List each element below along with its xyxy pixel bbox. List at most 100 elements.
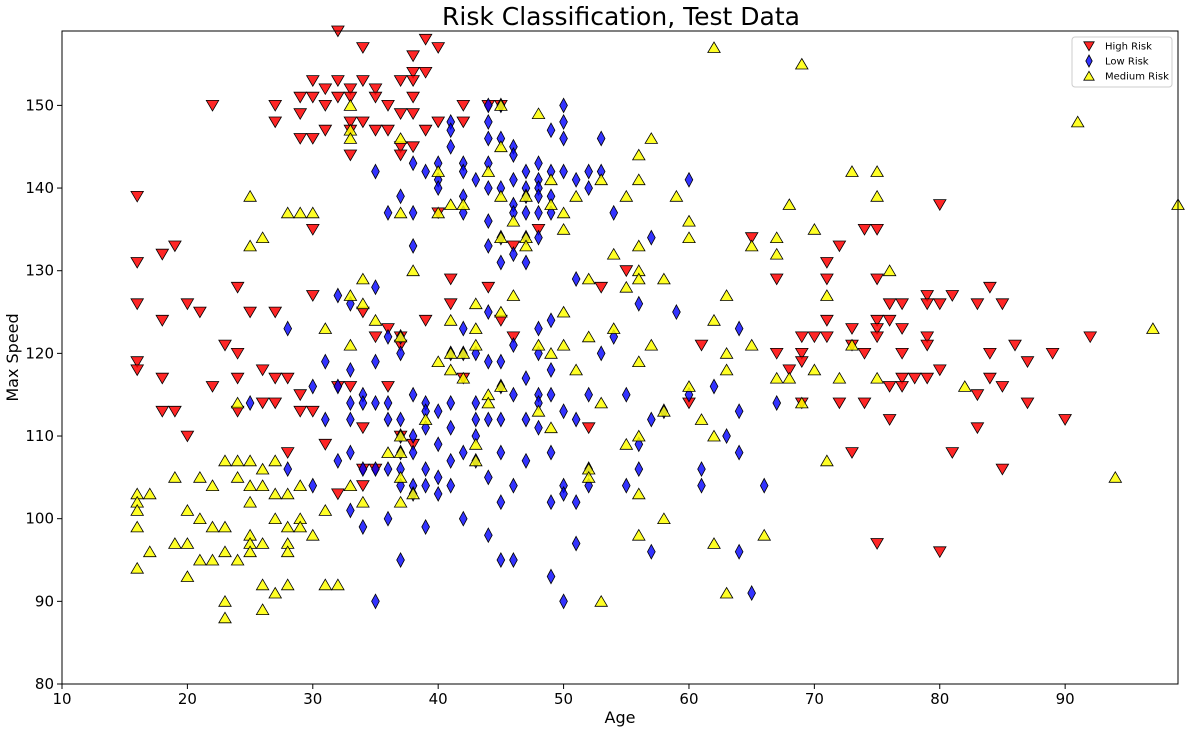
- data-point: [772, 394, 782, 411]
- data-point: [383, 328, 393, 345]
- data-point: [519, 239, 533, 252]
- data-point: [496, 444, 506, 461]
- x-axis-ticks: 10 20 30 40 50 60 70 80 90: [52, 684, 1075, 708]
- data-point: [995, 381, 1010, 393]
- x-tick-label: 30: [303, 690, 322, 708]
- data-point: [1145, 322, 1160, 334]
- data-point: [230, 471, 245, 483]
- data-point: [443, 313, 458, 326]
- data-point: [433, 485, 443, 502]
- data-point: [396, 411, 405, 428]
- data-point: [619, 189, 634, 202]
- data-point: [218, 545, 232, 558]
- data-point: [471, 171, 481, 188]
- data-point: [782, 198, 797, 210]
- data-point: [506, 331, 521, 344]
- data-point: [845, 447, 859, 459]
- data-point: [381, 323, 395, 335]
- data-point: [895, 381, 910, 393]
- data-point: [707, 537, 721, 549]
- data-point: [255, 231, 270, 244]
- data-point: [920, 298, 935, 311]
- data-point: [155, 248, 170, 261]
- data-point: [546, 444, 556, 461]
- data-point: [581, 272, 596, 285]
- data-point: [519, 189, 533, 202]
- data-point: [393, 495, 408, 508]
- data-point: [870, 538, 884, 550]
- data-point: [484, 180, 493, 197]
- data-point: [280, 545, 295, 558]
- data-point: [569, 363, 583, 376]
- data-point: [581, 330, 596, 343]
- data-point: [305, 528, 320, 541]
- data-point: [421, 461, 430, 478]
- data-point: [346, 502, 355, 519]
- data-point: [820, 273, 834, 286]
- data-point: [596, 130, 606, 147]
- data-point: [456, 100, 471, 112]
- x-axis-label: Age: [605, 708, 636, 727]
- data-point: [619, 280, 634, 293]
- data-point: [255, 578, 270, 591]
- data-point: [794, 356, 809, 368]
- y-tick-label: 110: [25, 427, 54, 445]
- data-point: [355, 272, 370, 285]
- data-point: [496, 494, 506, 511]
- data-point: [769, 231, 784, 244]
- data-point: [647, 411, 656, 428]
- data-point: [807, 363, 822, 376]
- data-point: [318, 83, 333, 96]
- data-point: [594, 595, 609, 607]
- data-point: [280, 372, 295, 385]
- data-point: [356, 75, 370, 87]
- data-point: [268, 454, 283, 467]
- data-point: [358, 461, 368, 478]
- data-point: [546, 312, 556, 329]
- data-point: [870, 371, 885, 384]
- data-point: [882, 314, 897, 327]
- data-point: [255, 479, 270, 492]
- data-point: [180, 537, 195, 549]
- data-point: [305, 405, 320, 418]
- data-point: [1020, 356, 1035, 368]
- data-point: [559, 403, 568, 420]
- data-point: [446, 122, 456, 139]
- data-point: [393, 206, 408, 219]
- data-point: [421, 163, 430, 180]
- data-point: [418, 314, 433, 327]
- data-point: [255, 397, 270, 410]
- data-point: [431, 42, 446, 54]
- data-point: [355, 42, 370, 54]
- data-point: [484, 113, 493, 130]
- data-point: [321, 411, 330, 428]
- data-point: [456, 347, 471, 359]
- data-point: [559, 113, 568, 130]
- data-point: [243, 189, 257, 202]
- data-point: [408, 237, 418, 254]
- data-point: [408, 386, 418, 403]
- data-point: [945, 290, 960, 302]
- data-point: [393, 429, 408, 442]
- data-point: [957, 380, 972, 392]
- data-point: [895, 347, 910, 360]
- data-point: [446, 394, 456, 411]
- data-point: [443, 298, 458, 311]
- chart-title: Risk Classification, Test Data: [442, 2, 800, 31]
- data-point: [484, 97, 493, 114]
- data-point: [932, 298, 947, 311]
- data-point: [331, 488, 345, 501]
- data-point: [672, 304, 681, 321]
- data-point: [393, 330, 408, 343]
- data-point: [355, 422, 370, 435]
- data-point: [343, 132, 358, 144]
- data-point: [631, 429, 646, 442]
- data-point: [230, 347, 245, 360]
- data-point: [982, 372, 997, 385]
- data-point: [192, 512, 207, 524]
- data-point: [418, 124, 433, 137]
- data-point: [393, 149, 408, 162]
- data-point: [446, 419, 456, 436]
- data-point: [142, 487, 157, 500]
- data-point: [471, 411, 481, 428]
